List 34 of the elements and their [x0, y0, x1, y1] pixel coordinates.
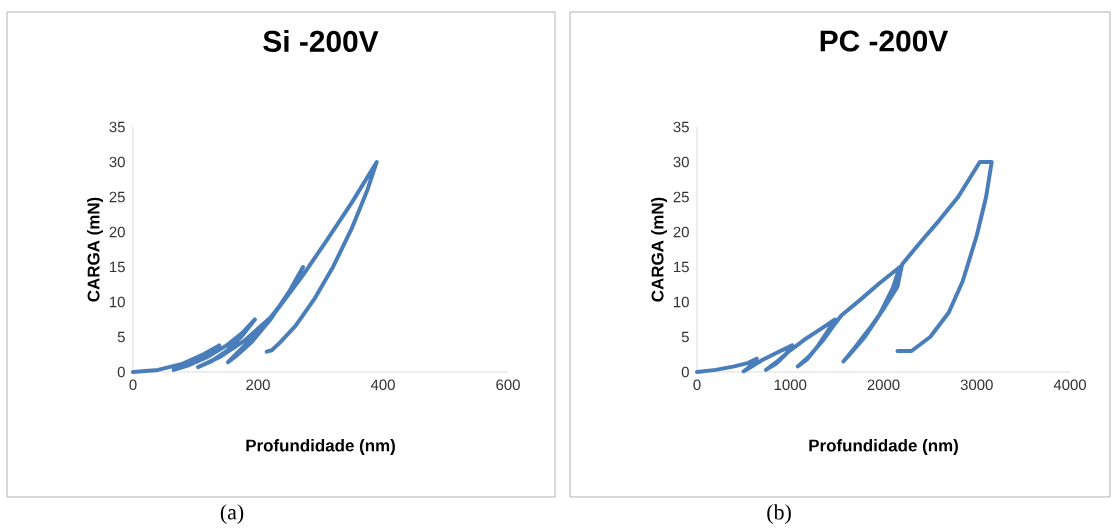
y-tick-label: 25	[673, 191, 689, 203]
y-tick-label: 5	[681, 331, 689, 343]
y-tick-label: 5	[117, 331, 125, 343]
y-axis-title: CARGA (mN)	[651, 197, 667, 302]
y-tick-label: 15	[110, 261, 125, 273]
y-tick-label: 10	[110, 296, 125, 308]
y-tick-label: 0	[117, 366, 125, 378]
text: (b)	[767, 504, 791, 525]
text: (a)	[220, 504, 244, 525]
y-tick-label: 35	[673, 121, 689, 133]
x-tick-label: 2000	[867, 379, 900, 391]
x-axis-title: Profundidade (nm)	[246, 439, 395, 455]
x-tick-label: 3000	[960, 379, 993, 391]
y-tick-label: 30	[673, 156, 689, 168]
x-tick-label: 600	[496, 379, 520, 391]
y-axis-title: CARGA (mN)	[87, 197, 103, 302]
x-tick-label: 200	[246, 379, 270, 391]
y-tick-label: 30	[109, 156, 125, 168]
y-tick-label: 25	[109, 191, 125, 203]
x-tick-label: 0	[693, 379, 701, 391]
y-tick-label: 10	[674, 296, 689, 308]
x-axis-title: Profundidade (nm)	[809, 439, 958, 455]
y-tick-label: 15	[674, 261, 689, 273]
chart-title: PC -200V	[820, 30, 949, 52]
x-tick-label: 400	[370, 379, 395, 391]
y-tick-label: 20	[109, 226, 125, 238]
x-tick-label: 4000	[1053, 379, 1087, 391]
y-tick-label: 20	[673, 226, 689, 238]
x-tick-label: 1000	[774, 379, 807, 391]
line-series	[131, 159, 379, 374]
x-tick-label: 0	[129, 379, 137, 391]
y-tick-label: 0	[681, 366, 689, 378]
chart-title: Si -200V	[263, 30, 379, 52]
y-tick-label: 35	[109, 121, 125, 133]
